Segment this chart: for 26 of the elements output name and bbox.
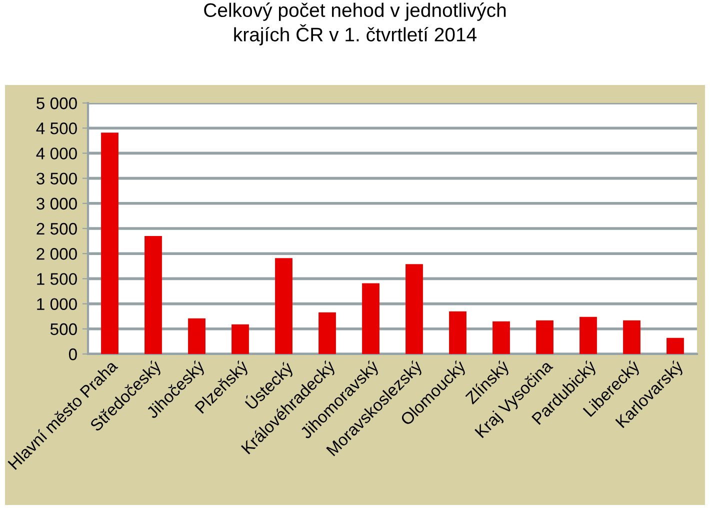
y-tick-label: 500 xyxy=(50,323,77,336)
bar xyxy=(318,312,336,354)
y-tick-label: 2 500 xyxy=(36,222,77,235)
bar xyxy=(232,324,249,354)
y-tick-label: 4 500 xyxy=(36,122,77,134)
bar xyxy=(144,236,162,354)
y-tick-label: 3 000 xyxy=(36,198,77,210)
bar xyxy=(275,258,292,354)
y-tick-label: 4 000 xyxy=(36,148,77,160)
bar xyxy=(449,311,466,354)
bar xyxy=(536,320,554,354)
y-tick-label: 5 000 xyxy=(36,97,77,110)
bar xyxy=(580,316,597,354)
y-tick-label: 2 000 xyxy=(36,248,77,260)
bar xyxy=(666,338,684,354)
y-tick-label: 1 500 xyxy=(37,273,77,285)
bar xyxy=(101,132,118,354)
bar xyxy=(188,318,206,354)
y-tick-label: 0 xyxy=(68,348,77,360)
bar xyxy=(406,264,423,354)
bar xyxy=(623,320,640,354)
y-tick-label: 1 000 xyxy=(37,298,77,310)
bar xyxy=(492,321,510,354)
chart-title: Celkový počet nehod v jednotlivých krajích ČR v 1. čtvrtletí 2014 xyxy=(204,2,506,46)
y-tick-label: 3 500 xyxy=(36,172,77,185)
bar xyxy=(362,283,380,354)
